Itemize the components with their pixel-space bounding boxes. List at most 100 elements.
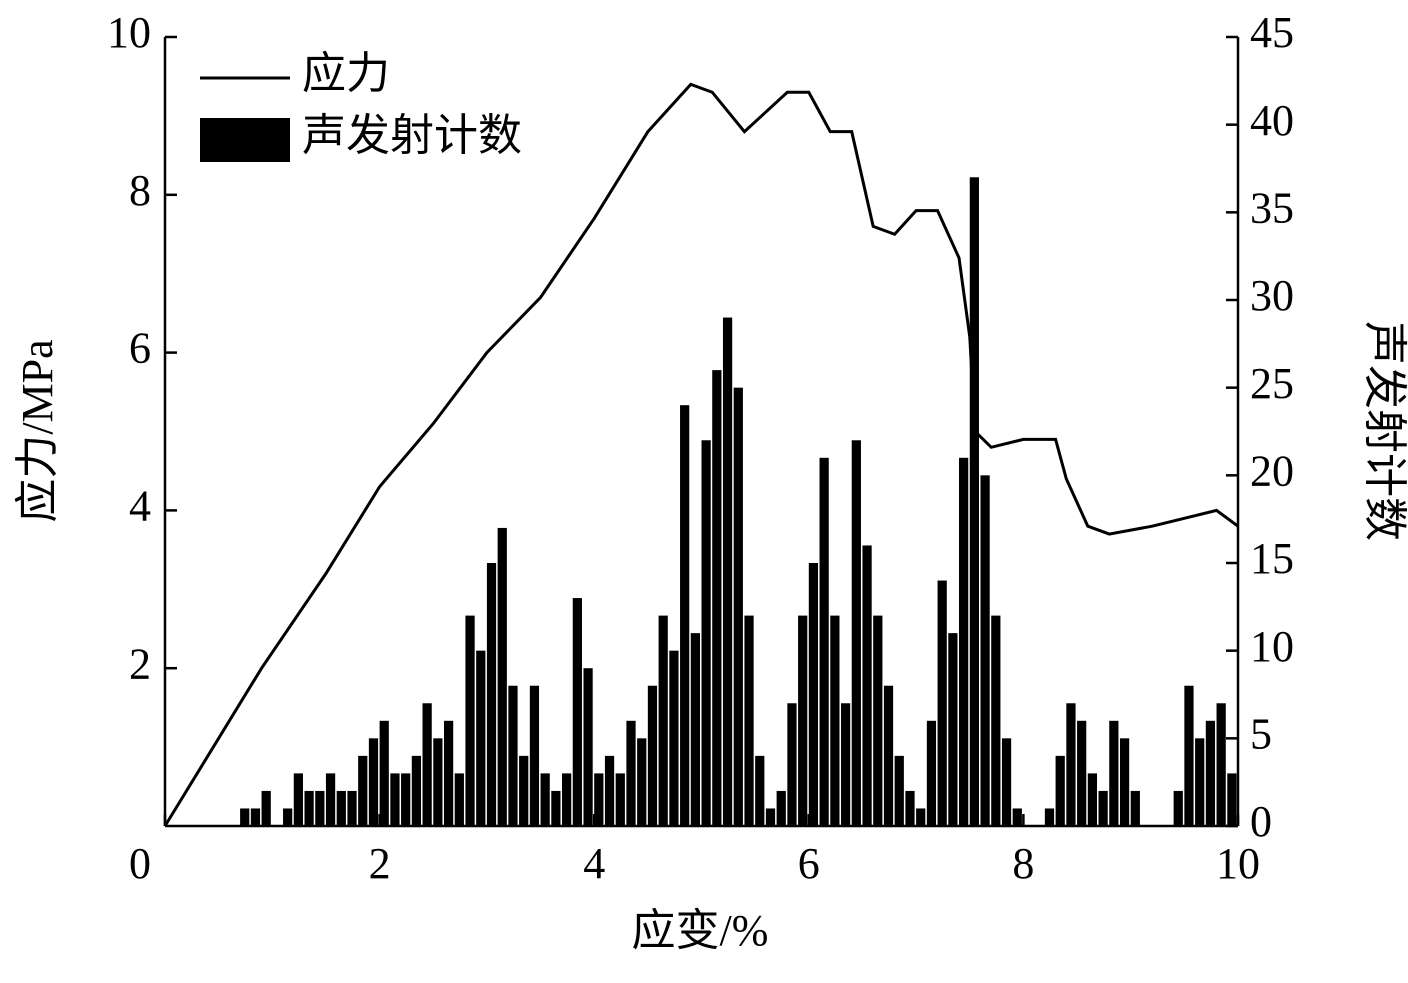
bar	[433, 738, 443, 826]
x-axis-label: 应变/%	[632, 906, 769, 955]
y-tick-label: 10	[107, 8, 151, 57]
bar	[948, 633, 958, 826]
bar	[926, 720, 937, 826]
bar	[712, 370, 722, 826]
bar	[894, 755, 904, 826]
bar	[883, 685, 894, 826]
bar	[916, 808, 926, 826]
bar	[486, 563, 497, 826]
bar	[443, 720, 454, 826]
bar	[798, 615, 808, 826]
bar	[615, 773, 625, 826]
bar	[368, 738, 379, 826]
bar	[1087, 773, 1098, 826]
bar	[315, 790, 325, 826]
bar	[840, 703, 851, 826]
y2-tick-label: 15	[1250, 534, 1294, 583]
bar	[379, 720, 389, 826]
bar	[583, 668, 593, 826]
bar	[991, 615, 1001, 826]
bar	[604, 755, 615, 826]
bar	[862, 545, 872, 826]
bar	[851, 440, 861, 826]
y2-tick-label: 35	[1250, 183, 1294, 232]
bar	[959, 457, 969, 826]
bar	[1066, 703, 1076, 826]
x-tick-label: 10	[1216, 839, 1260, 888]
bar	[261, 790, 271, 826]
y2-tick-label: 10	[1250, 622, 1294, 671]
bar	[744, 615, 754, 826]
y-tick-label: 2	[129, 639, 151, 688]
bar	[250, 808, 261, 826]
bar	[1109, 720, 1119, 826]
bar	[283, 808, 293, 826]
y-axis-label: 应力/MPa	[13, 339, 62, 522]
bar	[411, 755, 422, 826]
bar	[240, 808, 250, 826]
bar	[626, 720, 636, 826]
bar	[755, 755, 765, 826]
bar	[1077, 720, 1087, 826]
x-tick-label: 6	[798, 839, 820, 888]
bar	[293, 773, 303, 826]
bar	[733, 387, 743, 826]
stress-line	[163, 82, 1239, 827]
y2-tick-label: 20	[1250, 446, 1294, 495]
bar	[325, 773, 336, 826]
bar	[969, 177, 979, 826]
bar	[1044, 808, 1055, 826]
bar	[336, 790, 346, 826]
bar	[465, 615, 475, 826]
bar	[722, 317, 733, 826]
bar	[1227, 773, 1237, 826]
bar	[551, 790, 561, 826]
bar	[540, 773, 550, 826]
bar	[830, 615, 840, 826]
bar	[1098, 790, 1108, 826]
bar	[658, 615, 668, 826]
bar	[1119, 738, 1130, 826]
bar	[873, 615, 883, 826]
bar	[1001, 738, 1012, 826]
bar	[647, 685, 658, 826]
bar	[637, 738, 647, 826]
bar	[690, 633, 700, 826]
bar	[390, 773, 400, 826]
bar	[765, 808, 776, 826]
legend-label: 应力	[302, 49, 390, 98]
bar	[1055, 755, 1065, 826]
bar	[454, 773, 464, 826]
y2-tick-label: 5	[1250, 709, 1272, 758]
bar	[529, 685, 540, 826]
bar	[787, 703, 797, 826]
bar	[476, 650, 486, 826]
bar	[776, 790, 786, 826]
bar	[1216, 703, 1226, 826]
bar	[905, 790, 915, 826]
bar	[1184, 685, 1194, 826]
x-tick-label: 0	[129, 839, 151, 888]
bar	[701, 440, 711, 826]
bar	[1012, 808, 1022, 826]
bar	[358, 755, 368, 826]
legend-label: 声发射计数	[302, 111, 522, 160]
bar	[304, 790, 314, 826]
y2-tick-label: 25	[1250, 359, 1294, 408]
bar	[808, 563, 819, 826]
bar	[937, 580, 947, 826]
bar	[1195, 738, 1205, 826]
bar	[819, 457, 829, 826]
bar	[347, 790, 357, 826]
y2-tick-label: 30	[1250, 271, 1294, 320]
y2-tick-label: 0	[1250, 797, 1272, 846]
bar	[1205, 720, 1216, 826]
y2-tick-label: 40	[1250, 96, 1294, 145]
bar	[594, 773, 604, 826]
legend-swatch	[200, 118, 290, 162]
bar	[422, 703, 432, 826]
y-tick-label: 4	[129, 481, 151, 530]
y-tick-label: 6	[129, 324, 151, 373]
